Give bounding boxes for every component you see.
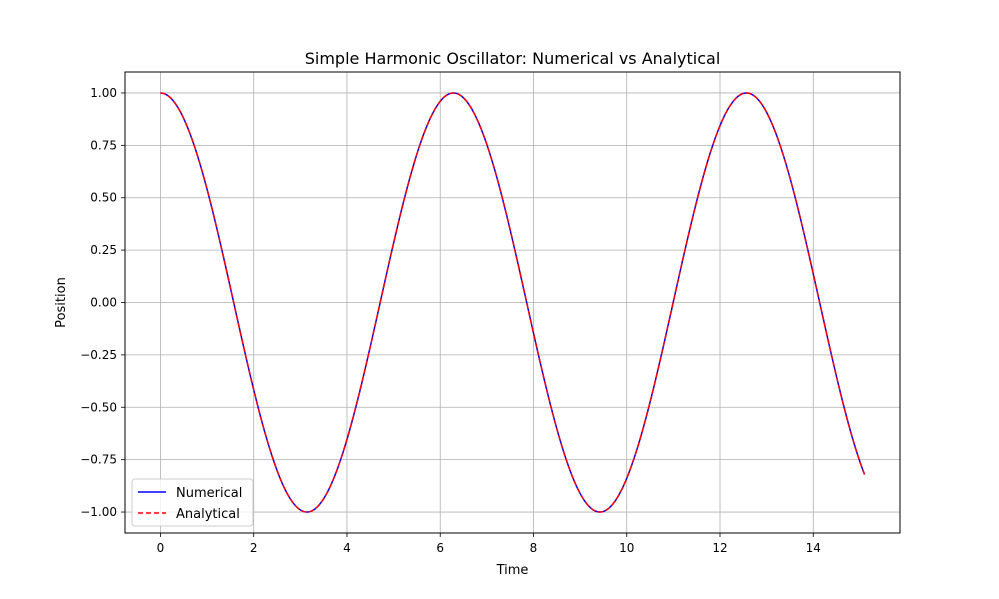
x-tick-label: 10	[619, 541, 634, 555]
y-tick-label: −0.50	[80, 400, 117, 414]
legend: Numerical Analytical	[131, 478, 254, 527]
grid-lines	[125, 72, 900, 533]
y-tick-label: 0.75	[90, 138, 117, 152]
y-tick-label: −1.00	[80, 505, 117, 519]
x-tick-label: 4	[343, 541, 351, 555]
x-tick-label: 14	[806, 541, 821, 555]
y-tick-label: 0.00	[90, 296, 117, 310]
x-axis-title: Time	[496, 563, 529, 578]
series-lines	[160, 92, 866, 513]
x-tick-label: 12	[712, 541, 727, 555]
y-tick-label: 0.25	[90, 243, 117, 257]
y-tick-label: −0.25	[80, 348, 117, 362]
legend-label-numerical: Numerical	[176, 486, 242, 501]
y-tick-label: −0.75	[80, 453, 117, 467]
legend-box	[131, 478, 254, 527]
axis-ticks: 0 2 4 6 8 10 12 14 −1.00 −0.75 −0.50 −0.25 0.00 0.25 0…	[80, 86, 821, 555]
x-tick-label: 6	[436, 541, 444, 555]
x-tick-label: 2	[250, 541, 258, 555]
series-line-analytical	[160, 92, 866, 513]
x-tick-label: 0	[157, 541, 165, 555]
x-tick-label: 8	[530, 541, 538, 555]
y-tick-label: 1.00	[90, 86, 117, 100]
chart-title: Simple Harmonic Oscillator: Numerical vs…	[305, 49, 721, 68]
y-axis-title: Position	[54, 277, 69, 328]
y-tick-label: 0.50	[90, 191, 117, 205]
legend-label-analytical: Analytical	[176, 507, 240, 522]
